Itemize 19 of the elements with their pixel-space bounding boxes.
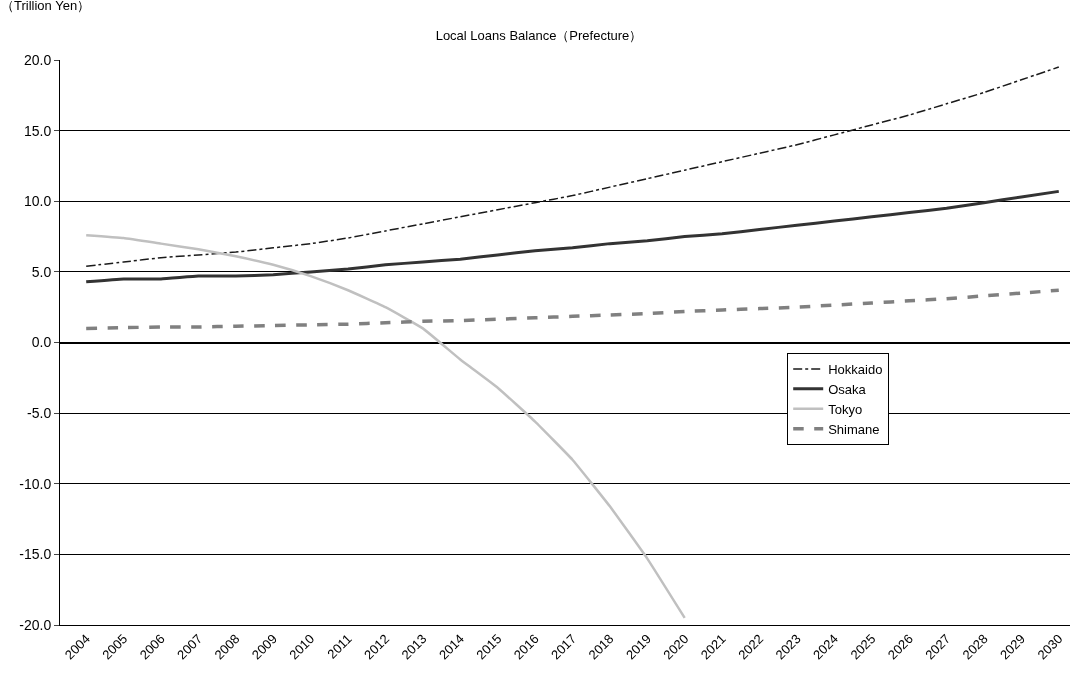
y-tick-label: 15.0: [23, 122, 52, 139]
y-tick-label: -15.0: [19, 546, 52, 563]
legend-label: Tokyo: [828, 401, 863, 417]
legend-label: Hokkaido: [828, 362, 883, 378]
y-tick-label: -10.0: [19, 475, 52, 492]
y-tick-label: 5.0: [31, 263, 52, 280]
legend-label: Shimane: [828, 421, 880, 437]
y-tick-label: -5.0: [27, 405, 52, 422]
y-tick-label: 20.0: [23, 51, 52, 68]
y-tick-label: -20.0: [19, 616, 52, 633]
y-tick-label: 10.0: [23, 193, 52, 210]
chart-title: Local Loans Balance（Prefecture）: [435, 27, 643, 43]
line-series: [84, 233, 686, 620]
line-series: [84, 189, 1061, 284]
legend-label: Osaka: [828, 381, 867, 397]
y-axis-title: （Trillion Yen）: [1, 0, 91, 13]
line-series: [84, 288, 1061, 331]
line-series: [85, 66, 1060, 267]
y-tick-label: 0.0: [31, 334, 52, 351]
